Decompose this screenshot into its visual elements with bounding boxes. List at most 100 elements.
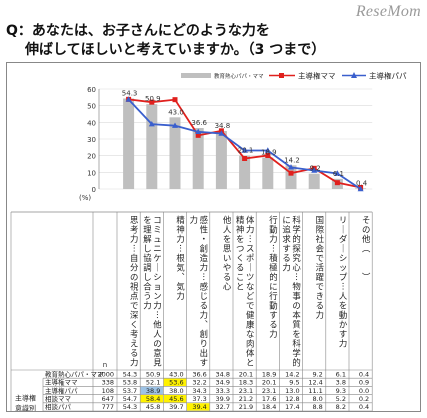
category-label-char: ス — [246, 244, 254, 254]
bar — [285, 165, 297, 189]
question-line-2: 伸ばしてほしいと考えていますか。（3 つまで） — [25, 42, 326, 58]
table-cell: 36.6 — [192, 370, 206, 378]
legend-label-papa: 主導権パパ — [369, 71, 407, 81]
y-tick-label: 10 — [87, 169, 96, 177]
y-tick-label: 40 — [87, 119, 96, 127]
point — [218, 130, 225, 136]
category-label-char: 躍 — [316, 272, 324, 282]
point — [265, 153, 271, 158]
category-label-char: ︶ — [362, 272, 371, 282]
category-label-char: る — [130, 348, 138, 358]
category-label-char: 意 — [153, 348, 161, 358]
category-label-char: る — [316, 301, 324, 311]
category-label-char: 力 — [200, 263, 208, 273]
table-row-label: 主導権パパ — [45, 386, 78, 395]
category-label-char: ダ — [339, 234, 348, 244]
table-cell: 23.1 — [239, 387, 253, 395]
category-label-char: 体 — [246, 348, 255, 358]
bar — [146, 104, 158, 189]
table-cell: 54.7 — [123, 395, 137, 403]
data-label: 54.3 — [122, 90, 138, 98]
category-label-char: か — [339, 320, 348, 330]
table-cell: 38.9 — [146, 387, 160, 395]
point — [172, 122, 178, 128]
category-label-char: に — [269, 282, 277, 292]
category-label-char: 精 — [176, 215, 185, 225]
point — [148, 120, 155, 127]
y-tick-label: 60 — [87, 86, 96, 94]
bar — [169, 117, 181, 189]
category-label-char: 深 — [130, 310, 138, 320]
category-label-char: 考 — [130, 329, 138, 339]
site-logo: ReseMom — [355, 3, 421, 20]
category-label-char: 他 — [362, 234, 371, 244]
table-cell: 18.9 — [262, 370, 276, 378]
table-cell: 8.2 — [336, 403, 346, 411]
cell-highlight — [163, 378, 187, 386]
point — [125, 96, 132, 102]
category-label-char: ︙ — [176, 244, 184, 254]
category-label-char: ︙ — [292, 272, 300, 282]
category-label-char: 人 — [339, 291, 348, 301]
data-label: 34.8 — [215, 122, 231, 130]
table-cell: 14.2 — [285, 370, 299, 378]
table-cell: 20.1 — [262, 379, 276, 387]
category-label-char: 物 — [292, 282, 300, 292]
category-label-char: る — [282, 253, 290, 263]
category-label-char: 行 — [269, 215, 277, 225]
category-label-char: 神 — [236, 225, 244, 235]
data-label: 0.4 — [356, 179, 368, 187]
category-label-char: リ — [339, 215, 347, 225]
category-label-char: る — [236, 263, 244, 273]
category-label-char: 協 — [143, 253, 151, 263]
data-label: 20.1 — [238, 147, 254, 155]
category-label-char — [362, 253, 370, 263]
category-label-char: 力 — [316, 310, 324, 320]
legend-label-mama: 主導権ママ — [298, 71, 336, 81]
y-tick-label: 0 — [92, 186, 96, 194]
category-label-char: 国 — [316, 215, 324, 225]
category-label-char: 科 — [292, 215, 301, 225]
data-label: 6.1 — [333, 170, 344, 178]
category-label-char: 出 — [200, 348, 208, 358]
y-tick-label: 20 — [87, 153, 96, 161]
table-cell: 0.9 — [359, 379, 369, 387]
category-label-char: ｜ — [246, 263, 254, 273]
table-cell: 32.2 — [192, 379, 206, 387]
table-cell: 21.2 — [239, 395, 253, 403]
category-label-char: 積 — [269, 253, 278, 263]
data-label: 36.6 — [191, 119, 207, 127]
table-cell: 52.1 — [146, 379, 160, 387]
table-cell: 5.2 — [336, 395, 346, 403]
category-label-char: 力 — [153, 301, 161, 311]
category-label-char: 力 — [176, 291, 184, 301]
point — [195, 128, 202, 135]
category-label-char: 感 — [200, 282, 209, 292]
category-label-char: 力 — [176, 234, 184, 244]
category-label-char: を — [339, 301, 347, 311]
category-label-char: ︙ — [246, 234, 254, 244]
category-label-char: 的 — [292, 234, 300, 244]
table-cell: 33.3 — [216, 387, 230, 395]
category-label-char: 健 — [246, 310, 255, 320]
table-n-cell: 2000 — [97, 370, 114, 378]
table-n-cell: 647 — [102, 395, 114, 403]
data-label: 14.2 — [284, 156, 300, 164]
table-group-label: 意識別 — [15, 403, 36, 411]
table-cell: 39.4 — [192, 403, 206, 411]
category-label-char: 点 — [130, 291, 138, 301]
category-label-char: シ — [153, 272, 161, 282]
category-label-char: 康 — [246, 320, 255, 330]
category-label-char: 分 — [130, 263, 139, 273]
category-label-char: ョ — [153, 282, 161, 292]
category-label-char: 追 — [282, 225, 291, 235]
table-cell: 17.4 — [285, 403, 299, 411]
category-label-char: 根 — [176, 253, 185, 263]
table-cell: 11.1 — [308, 387, 322, 395]
category-label-char: き — [316, 291, 324, 301]
table-cell: 0.2 — [359, 395, 369, 403]
cell-highlight — [140, 395, 163, 403]
category-label-char: 精 — [236, 215, 245, 225]
category-label-char: ︙ — [339, 282, 347, 292]
category-label-char: ︑ — [200, 320, 208, 330]
